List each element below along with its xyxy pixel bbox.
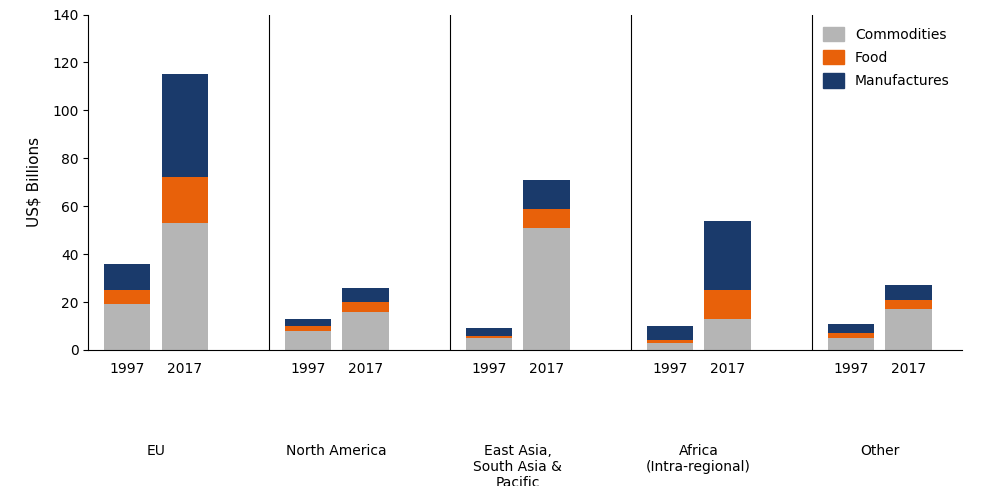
Bar — [523, 208, 570, 228]
Bar — [161, 177, 208, 223]
Bar — [104, 264, 150, 290]
Bar — [343, 288, 389, 302]
Bar — [828, 333, 874, 338]
Bar — [828, 324, 874, 333]
Legend: Commodities, Food, Manufactures: Commodities, Food, Manufactures — [818, 21, 955, 94]
Bar — [104, 304, 150, 350]
Bar — [161, 223, 208, 350]
Bar — [828, 338, 874, 350]
Bar — [104, 290, 150, 304]
Bar — [647, 343, 693, 350]
Bar — [161, 74, 208, 177]
Bar — [285, 331, 331, 350]
Bar — [343, 312, 389, 350]
Bar — [704, 319, 750, 350]
Text: EU: EU — [146, 444, 165, 458]
Bar — [886, 309, 932, 350]
Bar — [647, 340, 693, 343]
Bar — [647, 326, 693, 340]
Bar — [343, 302, 389, 312]
Bar — [285, 319, 331, 326]
Bar — [465, 329, 512, 335]
Bar — [465, 335, 512, 338]
Bar — [886, 285, 932, 299]
Bar — [704, 221, 750, 290]
Bar — [523, 180, 570, 208]
Bar — [886, 299, 932, 309]
Y-axis label: US$ Billions: US$ Billions — [27, 137, 41, 227]
Text: Other: Other — [860, 444, 900, 458]
Text: Africa
(Intra-regional): Africa (Intra-regional) — [646, 444, 751, 474]
Bar — [285, 326, 331, 331]
Bar — [465, 338, 512, 350]
Bar — [523, 228, 570, 350]
Text: North America: North America — [287, 444, 387, 458]
Bar — [704, 290, 750, 319]
Text: East Asia,
South Asia &
Pacific: East Asia, South Asia & Pacific — [473, 444, 562, 486]
